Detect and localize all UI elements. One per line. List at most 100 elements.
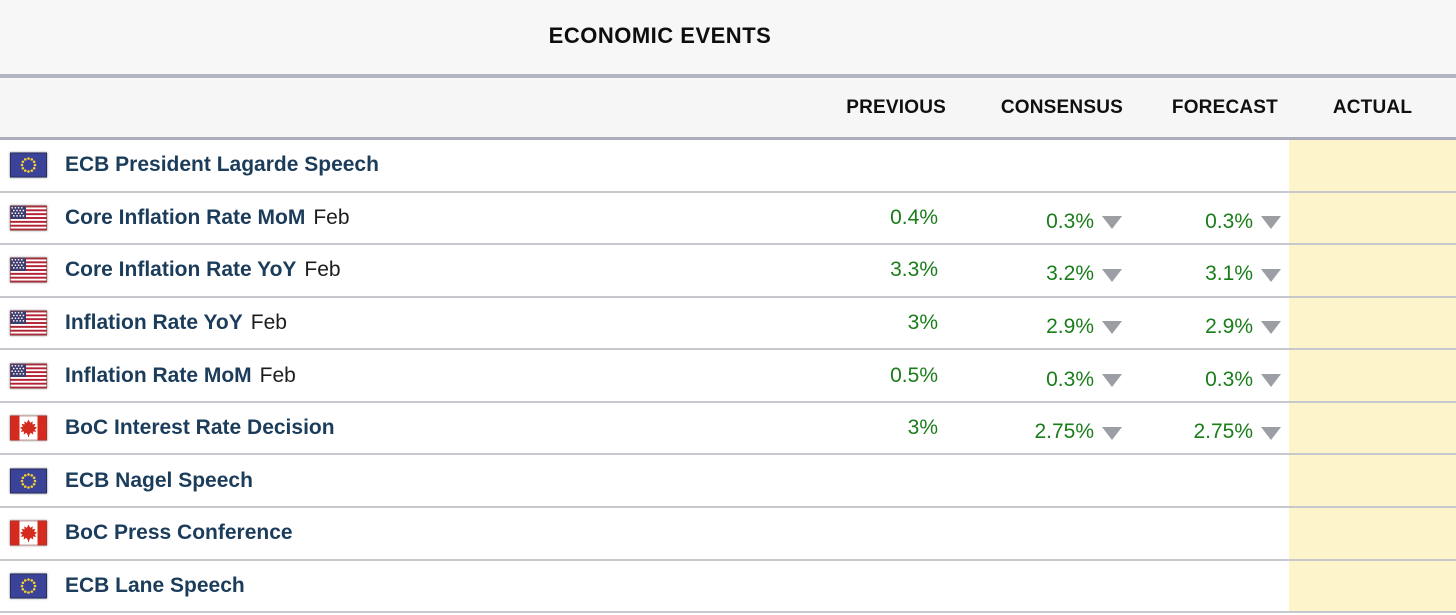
event-period: Feb bbox=[313, 205, 350, 229]
country-flag bbox=[10, 257, 47, 283]
event-name: ECB President Lagarde Speech bbox=[65, 153, 379, 177]
event-label: ECB Nagel Speech bbox=[65, 469, 261, 493]
column-header-consensus: CONSENSUS bbox=[1000, 96, 1123, 118]
event-label: Core Inflation Rate YoY Feb bbox=[65, 258, 341, 282]
previous-value: 3.3% bbox=[890, 258, 938, 282]
previous-value-cell: 0.4% bbox=[700, 206, 938, 230]
consensus-value-cell: 3.2% bbox=[940, 262, 1122, 286]
column-header-previous: PREVIOUS bbox=[846, 96, 946, 118]
forecast-value: 0.3% bbox=[1205, 209, 1253, 233]
event-name: Core Inflation Rate YoY bbox=[65, 258, 297, 282]
down-arrow-icon bbox=[1102, 374, 1122, 388]
united-states-flag-icon bbox=[10, 363, 47, 389]
down-arrow-icon bbox=[1261, 321, 1281, 335]
event-name: BoC Press Conference bbox=[65, 521, 293, 545]
country-flag bbox=[10, 415, 47, 441]
consensus-value: 0.3% bbox=[1046, 367, 1094, 391]
event-label: Inflation Rate MoM Feb bbox=[65, 364, 296, 388]
event-row[interactable]: ECB Lane Speech bbox=[0, 561, 1456, 614]
down-arrow-icon bbox=[1102, 426, 1122, 440]
united-states-flag-icon bbox=[10, 257, 47, 283]
country-flag bbox=[10, 310, 47, 336]
previous-value-cell: 3% bbox=[700, 311, 938, 335]
european-union-flag-icon bbox=[10, 152, 47, 178]
united-states-flag-icon bbox=[10, 310, 47, 336]
country-flag bbox=[10, 152, 47, 178]
forecast-value: 3.1% bbox=[1205, 262, 1253, 286]
consensus-value-cell: 0.3% bbox=[940, 368, 1122, 392]
previous-value-cell: 3% bbox=[700, 416, 938, 440]
country-flag bbox=[10, 468, 47, 494]
country-flag bbox=[10, 520, 47, 546]
country-flag bbox=[10, 363, 47, 389]
event-label: BoC Interest Rate Decision bbox=[65, 416, 343, 440]
canada-flag-icon bbox=[10, 415, 47, 441]
event-label: ECB President Lagarde Speech bbox=[65, 153, 387, 177]
country-flag bbox=[10, 205, 47, 231]
header-divider bbox=[0, 137, 1456, 140]
forecast-value-cell: 3.1% bbox=[1100, 262, 1281, 286]
event-period: Feb bbox=[250, 310, 287, 334]
forecast-value-cell: 2.75% bbox=[1100, 420, 1281, 444]
event-name: Inflation Rate MoM bbox=[65, 363, 252, 387]
previous-value-cell: 0.5% bbox=[700, 364, 938, 388]
consensus-value: 0.3% bbox=[1046, 209, 1094, 233]
previous-value: 0.4% bbox=[890, 205, 938, 229]
previous-value: 0.5% bbox=[890, 363, 938, 387]
event-row[interactable]: Core Inflation Rate YoY Feb 3.3% 3.2% 3.1… bbox=[0, 245, 1456, 298]
european-union-flag-icon bbox=[10, 468, 47, 494]
consensus-value-cell: 2.75% bbox=[940, 420, 1122, 444]
column-header-row: PREVIOUS CONSENSUS FORECAST ACTUAL bbox=[0, 78, 1456, 137]
event-name: BoC Interest Rate Decision bbox=[65, 416, 335, 440]
event-row[interactable]: Inflation Rate YoY Feb 3% 2.9% 2.9% bbox=[0, 298, 1456, 351]
event-row[interactable]: ECB President Lagarde Speech bbox=[0, 140, 1456, 193]
event-name: ECB Lane Speech bbox=[65, 573, 245, 597]
down-arrow-icon bbox=[1102, 321, 1122, 335]
down-arrow-icon bbox=[1261, 268, 1281, 282]
column-header-actual: ACTUAL bbox=[1332, 96, 1413, 118]
title-divider bbox=[0, 74, 1456, 78]
forecast-value: 2.75% bbox=[1193, 420, 1253, 444]
event-label: Inflation Rate YoY Feb bbox=[65, 311, 287, 335]
united-states-flag-icon bbox=[10, 205, 47, 231]
forecast-value: 0.3% bbox=[1205, 367, 1253, 391]
actual-column-highlight bbox=[1289, 140, 1456, 613]
consensus-value: 3.2% bbox=[1046, 262, 1094, 286]
down-arrow-icon bbox=[1102, 268, 1122, 282]
forecast-value-cell: 0.3% bbox=[1100, 210, 1281, 234]
down-arrow-icon bbox=[1261, 374, 1281, 388]
consensus-value-cell: 0.3% bbox=[940, 210, 1122, 234]
country-flag bbox=[10, 573, 47, 599]
previous-value: 3% bbox=[907, 310, 938, 334]
forecast-value-cell: 0.3% bbox=[1100, 368, 1281, 392]
panel-title-band: ECONOMIC EVENTS bbox=[0, 0, 1456, 74]
event-label: ECB Lane Speech bbox=[65, 574, 253, 598]
down-arrow-icon bbox=[1102, 216, 1122, 230]
event-row[interactable]: Core Inflation Rate MoM Feb 0.4% 0.3% 0.3… bbox=[0, 193, 1456, 246]
consensus-value: 2.9% bbox=[1046, 314, 1094, 338]
down-arrow-icon bbox=[1261, 216, 1281, 230]
event-name: ECB Nagel Speech bbox=[65, 468, 253, 492]
event-row[interactable]: BoC Interest Rate Decision 3% 2.75% 2.75… bbox=[0, 403, 1456, 456]
event-rows: ECB President Lagarde Speech bbox=[0, 140, 1456, 614]
event-label: Core Inflation Rate MoM Feb bbox=[65, 206, 350, 230]
event-row[interactable]: BoC Press Conference bbox=[0, 508, 1456, 561]
event-period: Feb bbox=[259, 363, 296, 387]
event-period: Feb bbox=[304, 258, 341, 282]
event-label: BoC Press Conference bbox=[65, 521, 301, 545]
event-name: Core Inflation Rate MoM bbox=[65, 205, 306, 229]
panel-title: ECONOMIC EVENTS bbox=[548, 23, 772, 48]
european-union-flag-icon bbox=[10, 573, 47, 599]
consensus-value-cell: 2.9% bbox=[940, 315, 1122, 339]
events-table-body: ECB President Lagarde Speech bbox=[0, 140, 1456, 614]
forecast-value-cell: 2.9% bbox=[1100, 315, 1281, 339]
forecast-value: 2.9% bbox=[1205, 314, 1253, 338]
event-name: Inflation Rate YoY bbox=[65, 310, 243, 334]
previous-value: 3% bbox=[907, 416, 938, 440]
down-arrow-icon bbox=[1261, 426, 1281, 440]
event-row[interactable]: ECB Nagel Speech bbox=[0, 455, 1456, 508]
previous-value-cell: 3.3% bbox=[700, 258, 938, 282]
event-row[interactable]: Inflation Rate MoM Feb 0.5% 0.3% 0.3% bbox=[0, 350, 1456, 403]
consensus-value: 2.75% bbox=[1034, 420, 1094, 444]
